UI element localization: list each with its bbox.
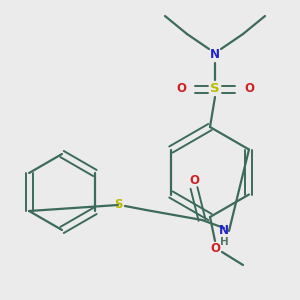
Text: O: O	[244, 82, 254, 95]
Text: N: N	[210, 47, 220, 61]
Text: N: N	[219, 224, 229, 236]
Text: H: H	[220, 237, 228, 247]
Text: S: S	[210, 82, 220, 95]
Text: O: O	[189, 173, 199, 187]
Text: S: S	[114, 199, 122, 212]
Text: O: O	[176, 82, 186, 95]
Text: O: O	[210, 242, 220, 256]
